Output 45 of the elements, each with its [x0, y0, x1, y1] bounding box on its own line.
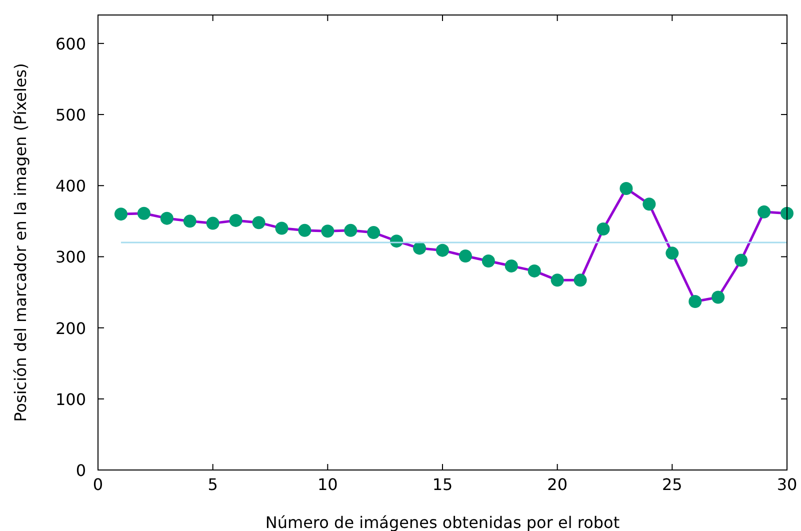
point: [504, 259, 518, 272]
point: [114, 208, 128, 221]
point: [758, 205, 771, 218]
y-tick-label: 300: [55, 248, 86, 267]
x-tick-label: 10: [317, 475, 338, 494]
y-tick-label: 500: [55, 106, 86, 125]
point: [666, 246, 679, 260]
y-tick-label: 0: [76, 461, 86, 480]
x-tick-label: 0: [92, 475, 104, 494]
point: [298, 224, 312, 237]
point: [596, 222, 610, 236]
point: [550, 274, 564, 287]
x-tick-label: 15: [432, 475, 453, 494]
point: [344, 224, 358, 237]
x-tick-label: 20: [547, 475, 568, 494]
point: [688, 295, 702, 308]
y-tick-label: 200: [55, 318, 86, 338]
y-tick-label: 600: [55, 34, 86, 54]
point: [528, 264, 541, 278]
point: [620, 182, 633, 195]
point: [160, 212, 174, 225]
point: [229, 214, 242, 227]
point: [574, 274, 587, 287]
point: [482, 254, 495, 268]
point: [413, 242, 426, 255]
x-axis-title: Número de imágenes obtenidas por el robot: [265, 513, 620, 531]
y-tick-label: 100: [55, 390, 86, 409]
point: [458, 250, 472, 263]
point: [183, 214, 196, 228]
point: [780, 206, 794, 220]
point: [436, 244, 449, 257]
point: [206, 216, 220, 230]
x-tick-label: 30: [776, 475, 798, 494]
point: [734, 254, 748, 267]
point: [275, 222, 288, 235]
y-axis-title: Posición del marcador en la imagen (Píxeles): [11, 63, 30, 422]
point: [712, 290, 725, 304]
point: [367, 226, 380, 240]
point: [642, 198, 656, 211]
point: [252, 216, 266, 230]
y-tick-label: 400: [55, 176, 86, 196]
point: [321, 224, 334, 238]
x-tick-label: 25: [662, 475, 682, 494]
x-tick-label: 5: [208, 475, 218, 494]
point: [137, 206, 150, 220]
